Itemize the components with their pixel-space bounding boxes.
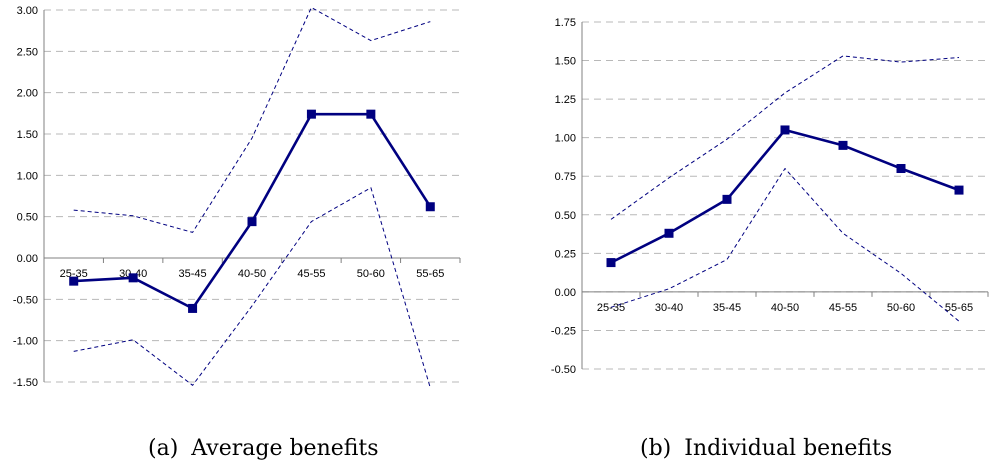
chart-b-estimate-marker — [838, 140, 848, 150]
chart-b-estimate-line — [610, 128, 960, 264]
chart-b-ytick-label: -0.25 — [551, 325, 576, 337]
chart-a-ytick-label: 0.00 — [17, 253, 38, 265]
chart-b-xtick-label: 35-45 — [713, 302, 741, 314]
chart-b-ytick-label: 1.75 — [555, 17, 576, 29]
chart-b-estimate-marker — [664, 228, 674, 238]
chart-b-xtick-label: 45-55 — [829, 302, 857, 314]
chart-a-estimate-marker — [69, 276, 79, 286]
chart-b-estimate-marker — [954, 185, 964, 195]
chart-a-ytick-label: 2.00 — [17, 88, 38, 100]
chart-b-ytick-label: 1.50 — [555, 56, 576, 68]
chart-a-svg: 3.00 2.50 2.00 1.50 1.00 0.50 0.00 -0.50 -1.00 -1… — [13, 5, 461, 389]
chart-b-xtick-label: 40-50 — [771, 302, 799, 314]
chart-b-estimate-marker — [722, 194, 732, 204]
caption-b-label: (b) — [640, 436, 672, 461]
chart-b-upper-bound-line — [610, 55, 960, 220]
chart-a-ytick-label: 1.50 — [17, 129, 38, 141]
chart-a-estimate-marker — [247, 217, 257, 227]
chart-a-xtick-label: 25-35 — [60, 268, 88, 280]
chart-b-estimate-marker — [606, 258, 616, 268]
chart-b-ytick-label: 1.00 — [555, 133, 576, 145]
chart-b-lower-bound-line — [610, 168, 960, 322]
chart-b-ytick-label: -0.50 — [551, 364, 576, 376]
caption-a-label: (a) — [148, 436, 179, 461]
chart-a-xtick-label: 55-65 — [416, 268, 444, 280]
caption-b: (b) Individual benefits — [640, 436, 892, 461]
chart-b-estimate-marker — [896, 164, 906, 174]
caption-a-text: Average benefits — [191, 436, 379, 461]
caption-a: (a) Average benefits — [148, 436, 379, 461]
chart-a-ytick-label: 3.00 — [17, 5, 38, 17]
chart-b-ytick-label: 0.50 — [555, 210, 576, 222]
chart-a-xtick-label: 40-50 — [238, 268, 266, 280]
chart-a-xtick-label: 50-60 — [357, 268, 385, 280]
chart-b-ytick-label: 0.00 — [555, 287, 576, 299]
chart-a-estimate-marker — [306, 109, 316, 119]
chart-b-ytick-label: 0.25 — [555, 248, 576, 260]
chart-a-estimate-marker — [128, 273, 138, 283]
chart-a-ytick-label: -0.50 — [13, 294, 38, 306]
chart-a-estimate-marker — [366, 109, 376, 119]
chart-a-ytick-label: 1.00 — [17, 170, 38, 182]
chart-a-lower-bound-line — [73, 187, 431, 388]
chart-b-ytick-label: 1.25 — [555, 94, 576, 106]
chart-panel-b: 1.75 1.50 1.25 1.00 0.75 0.50 0.25 0.00 -0.25 -0.… — [500, 0, 995, 473]
chart-a-estimate-marker — [188, 303, 198, 313]
chart-b-xtick-label: 30-40 — [655, 302, 683, 314]
chart-b-xtick-label: 50-60 — [887, 302, 915, 314]
chart-b-ytick-label: 0.75 — [555, 171, 576, 183]
caption-b-text: Individual benefits — [684, 436, 893, 461]
chart-b-svg: 1.75 1.50 1.25 1.00 0.75 0.50 0.25 0.00 -0.25 -0.… — [551, 17, 989, 376]
chart-a-xtick-label: 45-55 — [297, 268, 325, 280]
chart-panel-a: 3.00 2.50 2.00 1.50 1.00 0.50 0.00 -0.50 -1.00 -1… — [0, 0, 480, 473]
chart-a-ytick-label: 0.50 — [17, 212, 38, 224]
chart-b-xtick-label: 55-65 — [945, 302, 973, 314]
chart-b-estimate-marker — [780, 125, 790, 135]
chart-a-ytick-label: 2.50 — [17, 46, 38, 58]
chart-a-ytick-label: -1.50 — [13, 377, 38, 389]
chart-a-upper-bound-line — [73, 7, 431, 233]
chart-a-estimate-marker — [425, 202, 435, 212]
chart-a-xtick-label: 35-45 — [179, 268, 207, 280]
chart-a-ytick-label: -1.00 — [13, 336, 38, 348]
